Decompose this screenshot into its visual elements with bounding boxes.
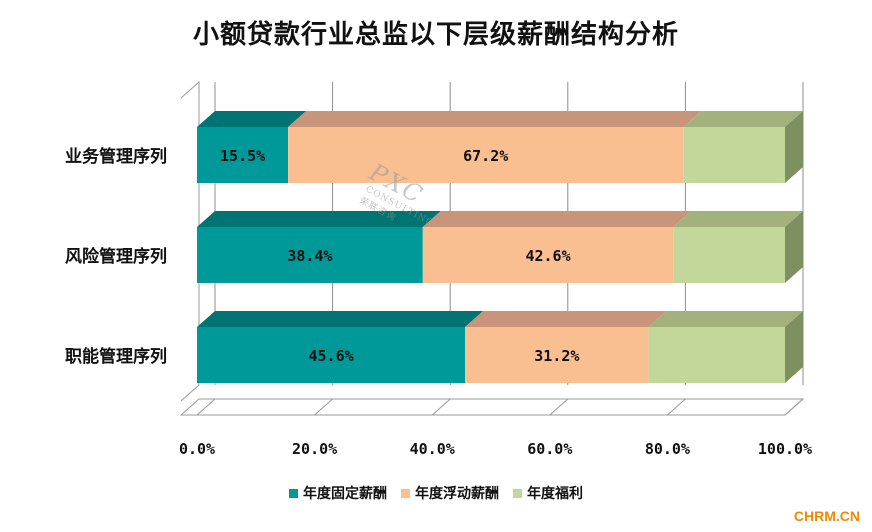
- x-tick-label-3: 60.0%: [527, 440, 572, 458]
- bar-1-1: [422, 227, 674, 283]
- bar-side-0: [785, 111, 803, 183]
- bar-top-2-0: [197, 311, 484, 327]
- legend-item-2: 年度福利: [513, 483, 583, 503]
- x-tick-label-2: 40.0%: [410, 440, 455, 458]
- bar-2-2: [648, 327, 785, 383]
- bar-2-1: [465, 327, 649, 383]
- data-label-1-1: 42.6%: [525, 247, 570, 265]
- x-tick-label-0: 0.0%: [179, 440, 215, 458]
- bar-top-0-0: [197, 111, 307, 127]
- category-label-2: 职能管理序列: [65, 346, 167, 367]
- bar-top-2-1: [465, 311, 667, 327]
- chart-title: 小额贷款行业总监以下层级薪酬结构分析: [192, 20, 679, 50]
- data-label-0-1: 67.2%: [463, 147, 508, 165]
- legend-label-1: 年度浮动薪酬: [415, 486, 499, 502]
- bar-2-0: [197, 327, 466, 383]
- legend-item-0: 年度固定薪酬: [289, 483, 387, 503]
- legend-item-1: 年度浮动薪酬: [401, 483, 499, 503]
- left-wall: [180, 80, 200, 402]
- category-label-1: 风险管理序列: [65, 246, 167, 267]
- bar-top-0-1: [288, 111, 702, 127]
- floor-grid-5: [784, 398, 804, 416]
- legend-label-2: 年度福利: [527, 486, 583, 502]
- legend-swatch-0: [289, 488, 298, 498]
- legend: 年度固定薪酬 年度浮动薪酬 年度福利: [0, 483, 872, 503]
- bar-top-1-2: [673, 211, 803, 227]
- legend-label-0: 年度固定薪酬: [303, 486, 387, 502]
- floor-grid-3: [549, 398, 569, 416]
- category-label-0: 业务管理序列: [65, 146, 167, 167]
- floor-grid-1: [314, 398, 333, 416]
- bar-top-0-2: [683, 111, 803, 127]
- data-label-2-0: 45.6%: [308, 347, 353, 365]
- source-mark: CHRM.CN: [793, 508, 860, 524]
- bar-1-0: [197, 227, 423, 283]
- bar-0-1: [288, 127, 684, 183]
- floor: [179, 398, 805, 416]
- legend-swatch-2: [513, 488, 522, 498]
- data-label-0-0: 15.5%: [220, 147, 265, 165]
- bar-0-0: [197, 127, 289, 183]
- x-tick-label-4: 80.0%: [645, 440, 690, 458]
- data-label-1-0: 38.4%: [287, 247, 332, 265]
- bar-side-1: [785, 211, 803, 283]
- x-tick-label-5: 100.0%: [758, 440, 812, 458]
- floor-grid-0: [196, 398, 216, 416]
- legend-swatch-1: [401, 488, 410, 498]
- data-label-2-1: 31.2%: [534, 347, 579, 365]
- bar-1-2: [673, 227, 785, 283]
- x-tick-label-1: 20.0%: [292, 440, 337, 458]
- floor-grid-4: [667, 398, 686, 416]
- bar-top-1-0: [197, 211, 441, 227]
- bar-top-2-2: [648, 311, 803, 327]
- floor-grid-2: [431, 398, 451, 416]
- bar-0-2: [683, 127, 785, 183]
- bar-top-1-1: [422, 211, 692, 227]
- bar-side-2: [785, 311, 803, 383]
